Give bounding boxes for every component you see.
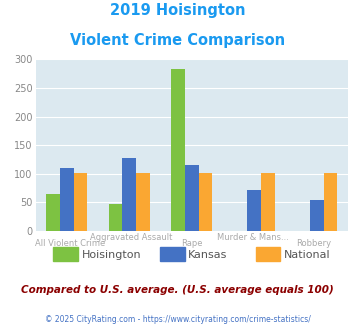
Bar (73, 173, 87, 231)
Text: Rape: Rape (181, 239, 202, 248)
Bar (109, 204, 122, 231)
Bar (60, 168, 73, 231)
Text: All Violent Crime: All Violent Crime (35, 239, 105, 248)
Text: Kansas: Kansas (188, 250, 228, 260)
Text: © 2025 CityRating.com - https://www.cityrating.com/crime-statistics/: © 2025 CityRating.com - https://www.city… (45, 315, 310, 324)
Bar (198, 173, 212, 231)
Bar (171, 69, 185, 231)
Text: Hoisington: Hoisington (82, 250, 141, 260)
Bar (122, 158, 136, 231)
Bar (185, 165, 198, 231)
Bar (247, 190, 261, 231)
Bar (261, 173, 275, 231)
Bar (46, 194, 60, 231)
Text: Compared to U.S. average. (U.S. average equals 100): Compared to U.S. average. (U.S. average … (21, 285, 334, 295)
Text: 2019 Hoisington: 2019 Hoisington (110, 3, 245, 18)
Bar (136, 173, 150, 231)
Text: Aggravated Assault: Aggravated Assault (89, 233, 172, 242)
Text: Murder & Mans...: Murder & Mans... (217, 233, 289, 242)
Text: Violent Crime Comparison: Violent Crime Comparison (70, 33, 285, 48)
Text: National: National (284, 250, 331, 260)
Bar (310, 200, 323, 231)
Bar (323, 173, 337, 231)
Text: Robbery: Robbery (296, 239, 331, 248)
